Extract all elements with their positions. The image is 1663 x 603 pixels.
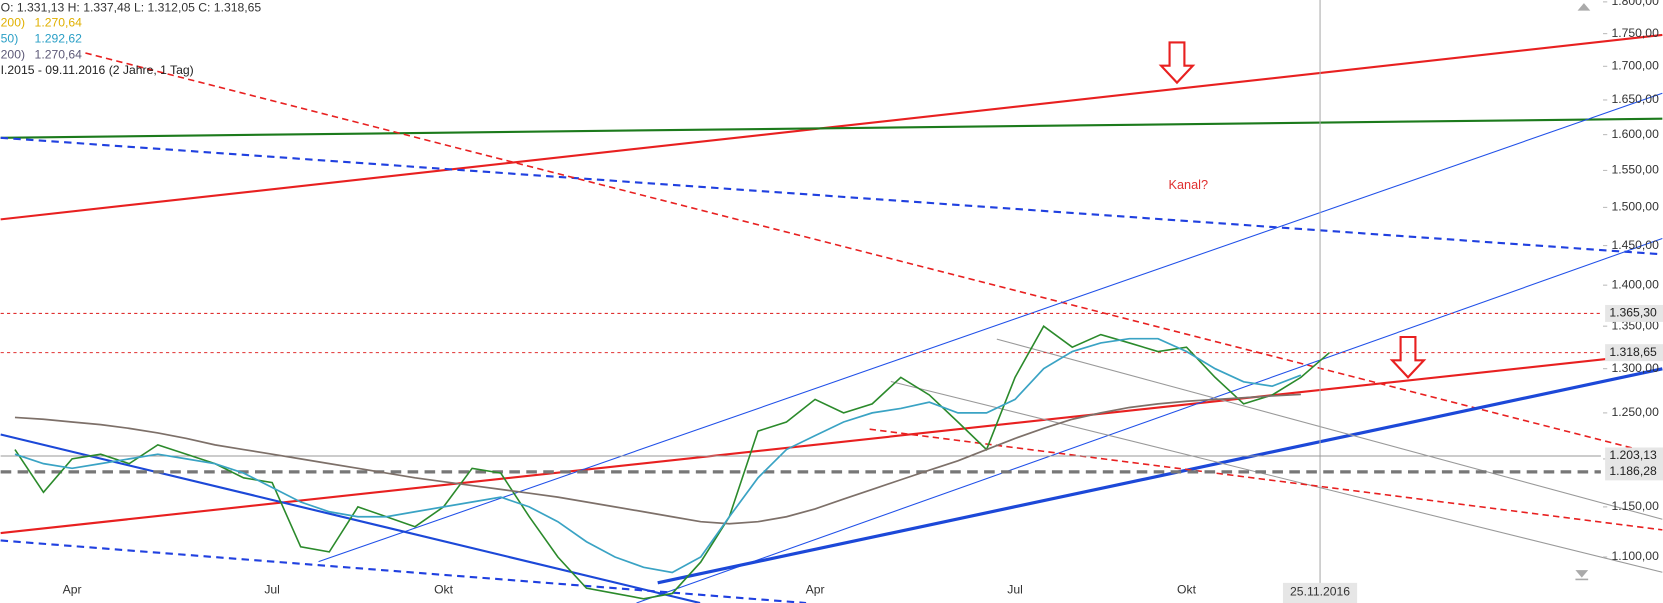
trend-line — [996, 338, 1663, 520]
trend-line — [636, 237, 1663, 603]
legend-value: 1.292,62 — [35, 31, 83, 45]
level-label: 1.203,13 — [1609, 448, 1657, 462]
ohlc: O: 1.331,13 H: 1.337,48 L: 1.312,05 C: 1… — [1, 1, 262, 15]
x-tick-label: Jul — [264, 583, 280, 597]
trend-line — [869, 428, 1663, 531]
y-tick-label: 1.100,00 — [1611, 549, 1659, 563]
level-box — [1605, 344, 1663, 362]
arrow-down — [1158, 41, 1196, 85]
y-tick-label: 1.400,00 — [1611, 277, 1659, 291]
moving-average — [14, 337, 1302, 574]
x-tick-label: Apr — [806, 583, 825, 597]
arrow-down — [1389, 335, 1427, 379]
y-tick-label: 1.750,00 — [1611, 26, 1659, 40]
y-tick-label: 1.300,00 — [1611, 361, 1659, 375]
moving-average — [14, 393, 1301, 525]
y-tick-label: 1.500,00 — [1611, 200, 1659, 214]
y-tick-label: 1.700,00 — [1611, 59, 1659, 73]
trend-line — [0, 136, 1663, 256]
trend-line — [0, 117, 1663, 139]
level-label: 1.186,28 — [1609, 464, 1657, 478]
level-label: 1.365,30 — [1609, 306, 1657, 320]
x-tick-label: Okt — [1177, 583, 1197, 597]
cursor-date-box — [1282, 582, 1358, 603]
scroll-down[interactable] — [1575, 570, 1589, 578]
x-tick-label: Okt — [434, 583, 454, 597]
x-tick-label: Apr — [63, 583, 82, 597]
level-box — [1605, 463, 1663, 481]
y-tick-label: 1.600,00 — [1611, 127, 1659, 141]
legend-name: 200) — [1, 47, 25, 61]
y-tick-label: 1.550,00 — [1611, 163, 1659, 177]
y-tick-label: 1.250,00 — [1611, 405, 1659, 419]
level-box — [1605, 447, 1663, 465]
legend-name: 200) — [1, 16, 25, 30]
period: I.2015 - 09.11.2016 (2 Jahre, 1 Tag) — [1, 63, 194, 77]
trend-line — [657, 367, 1663, 585]
cursor-date: 25.11.2016 — [1290, 585, 1350, 599]
y-tick-label: 1.150,00 — [1611, 499, 1659, 513]
price-line — [14, 325, 1330, 600]
trend-line — [318, 92, 1663, 563]
annotation: Kanal? — [1169, 177, 1209, 192]
scroll-up[interactable] — [1577, 3, 1591, 11]
x-tick-label: Jul — [1007, 583, 1023, 597]
y-tick-label: 1.450,00 — [1611, 238, 1659, 252]
trend-line — [0, 539, 807, 603]
legend-value: 1.270,64 — [35, 47, 83, 61]
scroll-bar — [1575, 578, 1589, 581]
trend-line — [85, 52, 1663, 457]
legend-value: 1.270,64 — [35, 16, 83, 30]
level-label: 1.318,65 — [1609, 345, 1657, 359]
legend-name: 50) — [1, 31, 19, 45]
y-tick-label: 1.800,00 — [1611, 0, 1659, 8]
trend-line — [890, 380, 1663, 573]
level-box — [1605, 304, 1663, 322]
trend-line — [0, 351, 1663, 535]
y-tick-label: 1.650,00 — [1611, 92, 1659, 106]
